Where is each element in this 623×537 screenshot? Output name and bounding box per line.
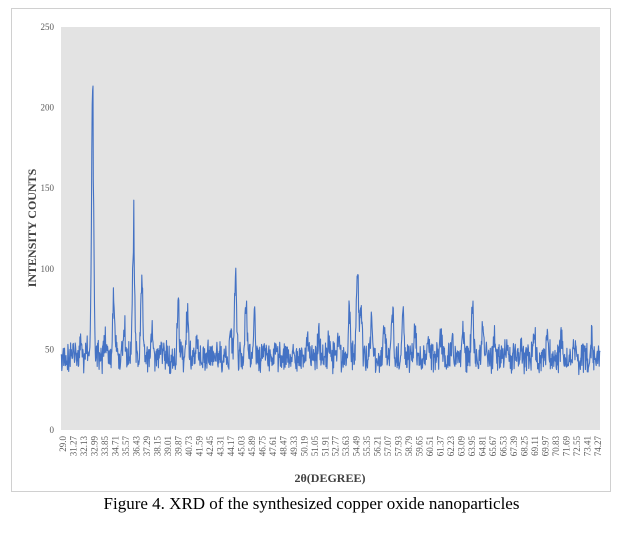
y-axis-title: INTENSITY COUNTS [25,168,39,287]
x-tick-label: 59.65 [415,436,425,457]
x-tick-label: 50.19 [299,436,309,457]
x-axis-ticks: 29.0 31.27 32.13 32.99 33.85 34.71 35.57 36.43 3… [58,436,603,457]
x-tick-label: 69.11 [530,436,540,456]
x-tick-label: 56.21 [373,436,383,456]
x-tick-label: 34.71 [110,436,120,456]
xrd-chart: 0 50 100 150 200 250 29.0 31.27 32.13 32.99 33.85… [25,22,603,485]
y-tick-label: 50 [45,344,55,354]
x-tick-label: 29.0 [58,436,68,452]
x-tick-label: 71.69 [562,436,572,457]
x-tick-label: 57.93 [394,436,404,457]
x-tick-label: 42.45 [205,436,215,457]
x-tick-label: 68.25 [520,436,530,457]
y-axis-ticks: 0 50 100 150 200 250 [41,22,55,435]
x-tick-label: 57.07 [383,436,393,457]
x-tick-label: 70.83 [551,436,561,457]
x-tick-label: 37.29 [142,436,152,457]
x-tick-label: 44.17 [226,436,236,457]
x-tick-label: 39.87 [173,436,183,457]
x-tick-label: 63.95 [467,436,477,457]
y-tick-label: 0 [50,425,55,435]
y-tick-label: 200 [41,103,55,113]
x-tick-label: 31.27 [68,436,78,457]
x-tick-label: 51.05 [310,436,320,457]
x-tick-label: 45.03 [236,436,246,457]
x-tick-label: 36.43 [131,436,141,457]
x-tick-label: 66.53 [499,436,509,457]
y-tick-label: 250 [41,22,55,32]
x-tick-label: 72.55 [572,436,582,457]
x-tick-label: 54.49 [352,436,362,457]
x-tick-label: 38.15 [152,436,162,457]
x-tick-label: 62.23 [446,436,456,457]
x-tick-label: 32.99 [89,436,99,457]
figure-caption: Figure 4. XRD of the synthesized copper … [103,494,520,513]
x-tick-label: 65.67 [488,436,498,457]
x-tick-label: 39.01 [163,436,173,456]
x-tick-label: 40.73 [184,436,194,457]
y-tick-label: 100 [41,264,55,274]
x-tick-label: 63.09 [457,436,467,457]
x-tick-label: 52.77 [331,436,341,457]
x-tick-label: 53.63 [341,436,351,457]
x-tick-label: 43.31 [215,436,225,456]
x-axis-title: 2θ(DEGREE) [295,471,366,485]
x-tick-label: 64.81 [478,436,488,456]
x-tick-label: 69.97 [541,436,551,457]
x-tick-label: 58.79 [404,436,414,457]
x-tick-label: 32.13 [79,436,89,457]
x-tick-label: 45.89 [247,436,257,457]
x-tick-label: 47.61 [268,436,278,456]
plot-area [61,27,600,430]
x-tick-label: 41.59 [194,436,204,457]
x-tick-label: 51.91 [320,436,330,456]
y-tick-label: 150 [41,183,55,193]
x-tick-label: 73.41 [583,436,593,456]
x-tick-label: 33.85 [100,436,110,457]
x-tick-label: 67.39 [509,436,519,457]
x-tick-label: 74.27 [593,436,603,457]
x-tick-label: 48.47 [278,436,288,457]
x-tick-label: 55.35 [362,436,372,457]
x-tick-label: 35.57 [121,436,131,457]
x-tick-label: 46.75 [257,436,267,457]
x-tick-label: 60.51 [425,436,435,456]
series-line [60,85,601,376]
x-tick-label: 49.33 [289,436,299,457]
x-tick-label: 61.37 [436,436,446,457]
